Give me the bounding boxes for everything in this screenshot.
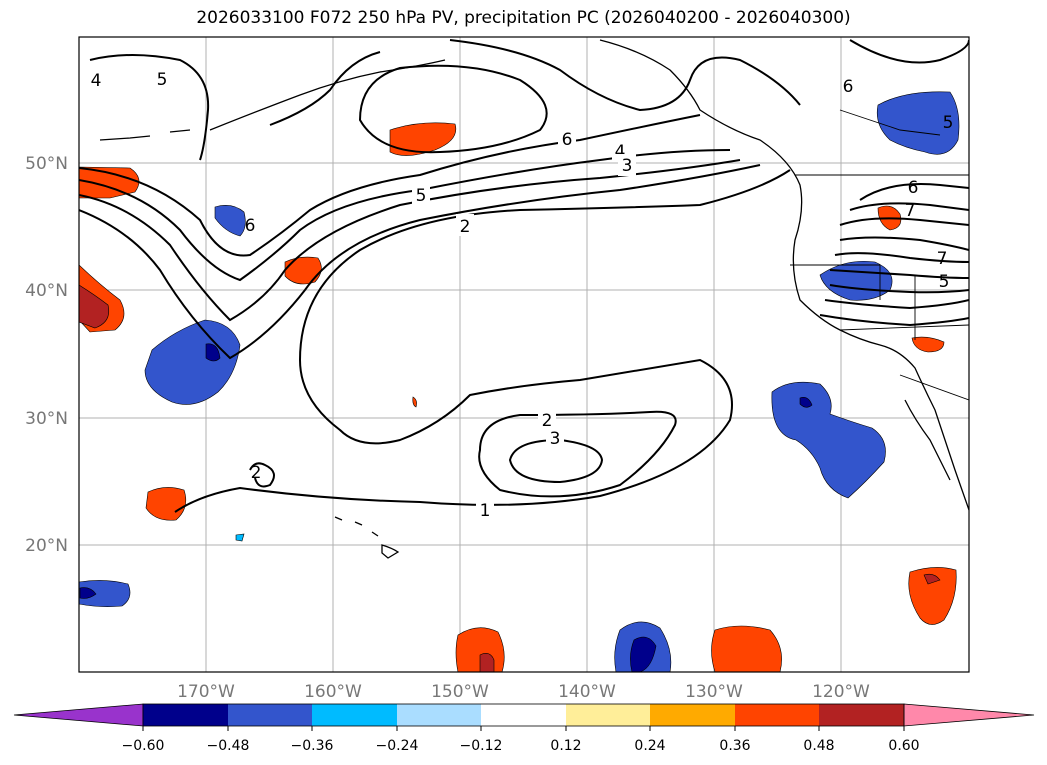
colorbar-tick-label: −0.36 [291, 738, 334, 754]
contour-label: 2 [251, 463, 262, 483]
colorbar-bin [397, 704, 481, 726]
colorbar-bin [228, 704, 312, 726]
colorbar-bin [735, 704, 819, 726]
colorbar-bin [481, 704, 566, 726]
lon-tick-label: 150°W [431, 682, 489, 702]
contour-label: 6 [908, 178, 919, 198]
contour-label: 4 [615, 142, 626, 162]
borders [790, 109, 969, 401]
contour-label: 7 [905, 201, 916, 221]
colorbar-bin [650, 704, 735, 726]
contour-label: 5 [943, 113, 954, 133]
pv-contours [79, 39, 969, 513]
map-title: 2026033100 F072 250 hPa PV, precipitatio… [196, 8, 851, 28]
contour-label: 5 [416, 186, 427, 206]
colorbar-extend-low [13, 703, 144, 727]
latitude-tick-labels: 50°N 40°N 30°N 20°N [25, 154, 68, 556]
lon-tick-label: 120°W [812, 682, 870, 702]
contour-label: 5 [939, 272, 950, 292]
colorbar-tick-label: 0.48 [803, 738, 834, 754]
contour-label: 2 [542, 411, 553, 431]
colorbar: −0.60 −0.48 −0.36 −0.24 −0.12 0.12 0.24 … [13, 703, 1035, 754]
contour-label: 6 [562, 130, 573, 150]
colorbar-tick-label: −0.48 [207, 738, 250, 754]
contour-label: 2 [460, 217, 471, 237]
lon-tick-label: 170°W [177, 682, 235, 702]
map-frame [78, 36, 970, 673]
colorbar-tick-label: 0.60 [888, 738, 919, 754]
contour-label: 4 [91, 71, 102, 91]
precip-positive-areas [79, 122, 957, 672]
lat-tick-label: 30°N [25, 409, 68, 429]
lon-tick-label: 160°W [304, 682, 362, 702]
contour-label: 6 [843, 77, 854, 97]
precip-negative-areas [79, 91, 960, 672]
colorbar-tick-label: −0.60 [122, 738, 165, 754]
colorbar-tick-label: 0.36 [719, 738, 750, 754]
colorbar-bin [566, 704, 650, 726]
colorbar-bin [143, 704, 228, 726]
contour-label: 7 [937, 249, 948, 269]
contour-label: 1 [480, 501, 491, 521]
pv-contour-labels: 1 2 2 3 4 3 2 5 6 5 6 6 6 7 7 5 4 5 [91, 70, 954, 521]
longitude-tick-labels: 170°W 160°W 150°W 140°W 130°W 120°W [177, 682, 870, 702]
colorbar-tick-label: 0.24 [634, 738, 665, 754]
contour-label: 3 [622, 156, 633, 176]
colorbar-tick-label: 0.12 [550, 738, 581, 754]
colorbar-bin [312, 704, 397, 726]
colorbar-frame [142, 703, 905, 727]
colorbar-bin [819, 704, 904, 726]
lat-tick-label: 50°N [25, 154, 68, 174]
colorbar-extend-high [903, 703, 1035, 727]
colorbar-tick-label: −0.12 [460, 738, 503, 754]
lon-tick-label: 130°W [685, 682, 743, 702]
contour-label: 6 [245, 216, 256, 236]
colorbar-tick-label: −0.24 [376, 738, 419, 754]
lat-tick-label: 40°N [25, 281, 68, 301]
lat-tick-label: 20°N [25, 536, 68, 556]
lon-tick-label: 140°W [558, 682, 616, 702]
contour-label: 3 [550, 429, 561, 449]
contour-label: 5 [157, 70, 168, 90]
